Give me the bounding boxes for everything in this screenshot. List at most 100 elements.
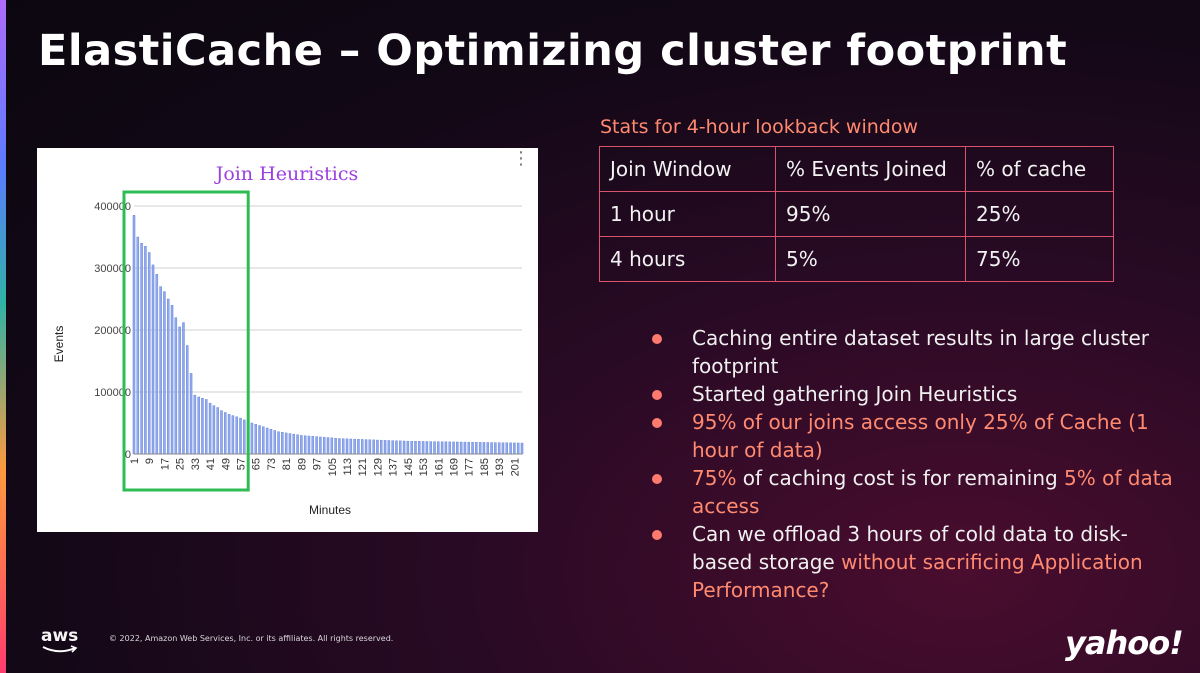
bar	[224, 412, 227, 455]
x-tick-label: 65	[251, 458, 263, 470]
bar	[269, 429, 273, 455]
table-cell: 1 hour	[599, 191, 776, 237]
bar	[144, 246, 147, 455]
bar	[490, 442, 493, 455]
bar	[284, 432, 288, 455]
bar	[486, 442, 490, 455]
bar	[239, 417, 242, 455]
bar	[376, 439, 379, 455]
bar	[178, 326, 181, 455]
bar	[433, 441, 436, 455]
bar	[334, 437, 337, 455]
x-tick-label: 201	[509, 458, 521, 476]
bar	[471, 442, 474, 455]
decorative-gradient-bar	[0, 0, 6, 673]
x-tick-label: 9	[144, 458, 156, 464]
bar	[429, 441, 432, 455]
bar	[273, 430, 276, 455]
aws-logo: aws	[41, 626, 79, 646]
bullet-text: Caching entire dataset results in large …	[692, 326, 1149, 378]
bar	[155, 273, 159, 455]
bar	[292, 433, 296, 455]
slide-title: ElastiCache – Optimizing cluster footpri…	[38, 26, 1068, 76]
bar	[410, 441, 413, 455]
bar	[414, 441, 417, 455]
bar	[387, 440, 391, 455]
bar	[360, 439, 364, 455]
bar	[456, 441, 459, 455]
bar	[349, 438, 353, 455]
bar	[258, 425, 261, 455]
bullet-dot-icon	[652, 334, 662, 344]
x-tick-label: 185	[479, 458, 491, 476]
bar	[391, 440, 394, 455]
bar	[357, 439, 360, 455]
header-cell: Join Window	[599, 146, 776, 192]
bar	[421, 441, 425, 455]
copyright-notice: © 2022, Amazon Web Services, Inc. or its…	[109, 634, 394, 643]
x-tick-label: 17	[159, 458, 171, 470]
table-row: 4 hours 5% 75%	[599, 236, 1114, 282]
table-cell: 5%	[775, 236, 966, 282]
bar	[231, 415, 235, 455]
bullet-text: Can we offload 3 hours of cold data to d…	[692, 522, 1128, 574]
highlighted-text: 5% of data access	[692, 466, 1173, 518]
bullet-text: Started gathering Join Heuristics	[692, 382, 1018, 406]
x-tick-label: 177	[464, 458, 476, 476]
aws-smile-icon	[42, 645, 78, 653]
stats-caption: Stats for 4-hour lookback window	[600, 116, 919, 138]
bullet-dot-icon	[652, 418, 662, 428]
bar	[197, 396, 200, 455]
bar	[136, 236, 140, 455]
bar	[448, 441, 451, 455]
header-cell: % of cache	[965, 146, 1114, 192]
bar	[243, 419, 246, 455]
more-options-icon[interactable]: ⋮	[512, 148, 530, 169]
bar	[322, 437, 326, 455]
bar	[372, 439, 375, 455]
bar	[163, 291, 166, 455]
x-tick-label: 105	[327, 458, 339, 476]
bar	[452, 441, 455, 455]
bar	[418, 441, 421, 455]
x-tick-label: 81	[281, 458, 293, 470]
bar	[300, 435, 303, 455]
bullet-dot-icon	[652, 530, 662, 540]
bar	[147, 252, 151, 455]
bar	[189, 373, 193, 455]
bar	[174, 317, 178, 455]
bar	[311, 436, 315, 455]
header-cell: % Events Joined	[775, 146, 966, 192]
bar	[208, 402, 212, 455]
highlight-box	[122, 190, 250, 492]
bar	[140, 242, 143, 455]
x-tick-label: 33	[190, 458, 202, 470]
highlighted-text: without sacrificing Application Performa…	[692, 550, 1143, 602]
x-tick-label: 121	[357, 458, 369, 476]
stats-table: Join Window % Events Joined % of cache 1…	[599, 146, 1114, 282]
bar	[265, 427, 269, 455]
x-tick-label: 25	[175, 458, 187, 470]
bar	[281, 432, 284, 455]
x-tick-label: 145	[403, 458, 415, 476]
x-tick-label: 153	[418, 458, 430, 476]
bar	[250, 422, 254, 455]
bar	[205, 399, 208, 455]
bullet-item: 95% of our joins access only 25% of Cach…	[652, 408, 1182, 464]
bullet-dot-icon	[652, 390, 662, 400]
bar	[330, 437, 334, 455]
bar	[193, 394, 197, 455]
bar	[425, 441, 429, 455]
bar	[501, 442, 505, 455]
bar	[467, 441, 470, 455]
bar	[399, 440, 402, 455]
bar	[182, 322, 185, 455]
bar	[516, 442, 520, 455]
x-tick-label: 73	[266, 458, 278, 470]
bar	[402, 440, 406, 455]
highlighted-text: 95% of our joins access only 25% of Cach…	[692, 410, 1149, 462]
bullet-text: of caching cost is for remaining	[736, 466, 1065, 490]
bar	[444, 441, 448, 455]
bar	[315, 436, 318, 455]
x-tick-label: 1	[129, 458, 141, 464]
